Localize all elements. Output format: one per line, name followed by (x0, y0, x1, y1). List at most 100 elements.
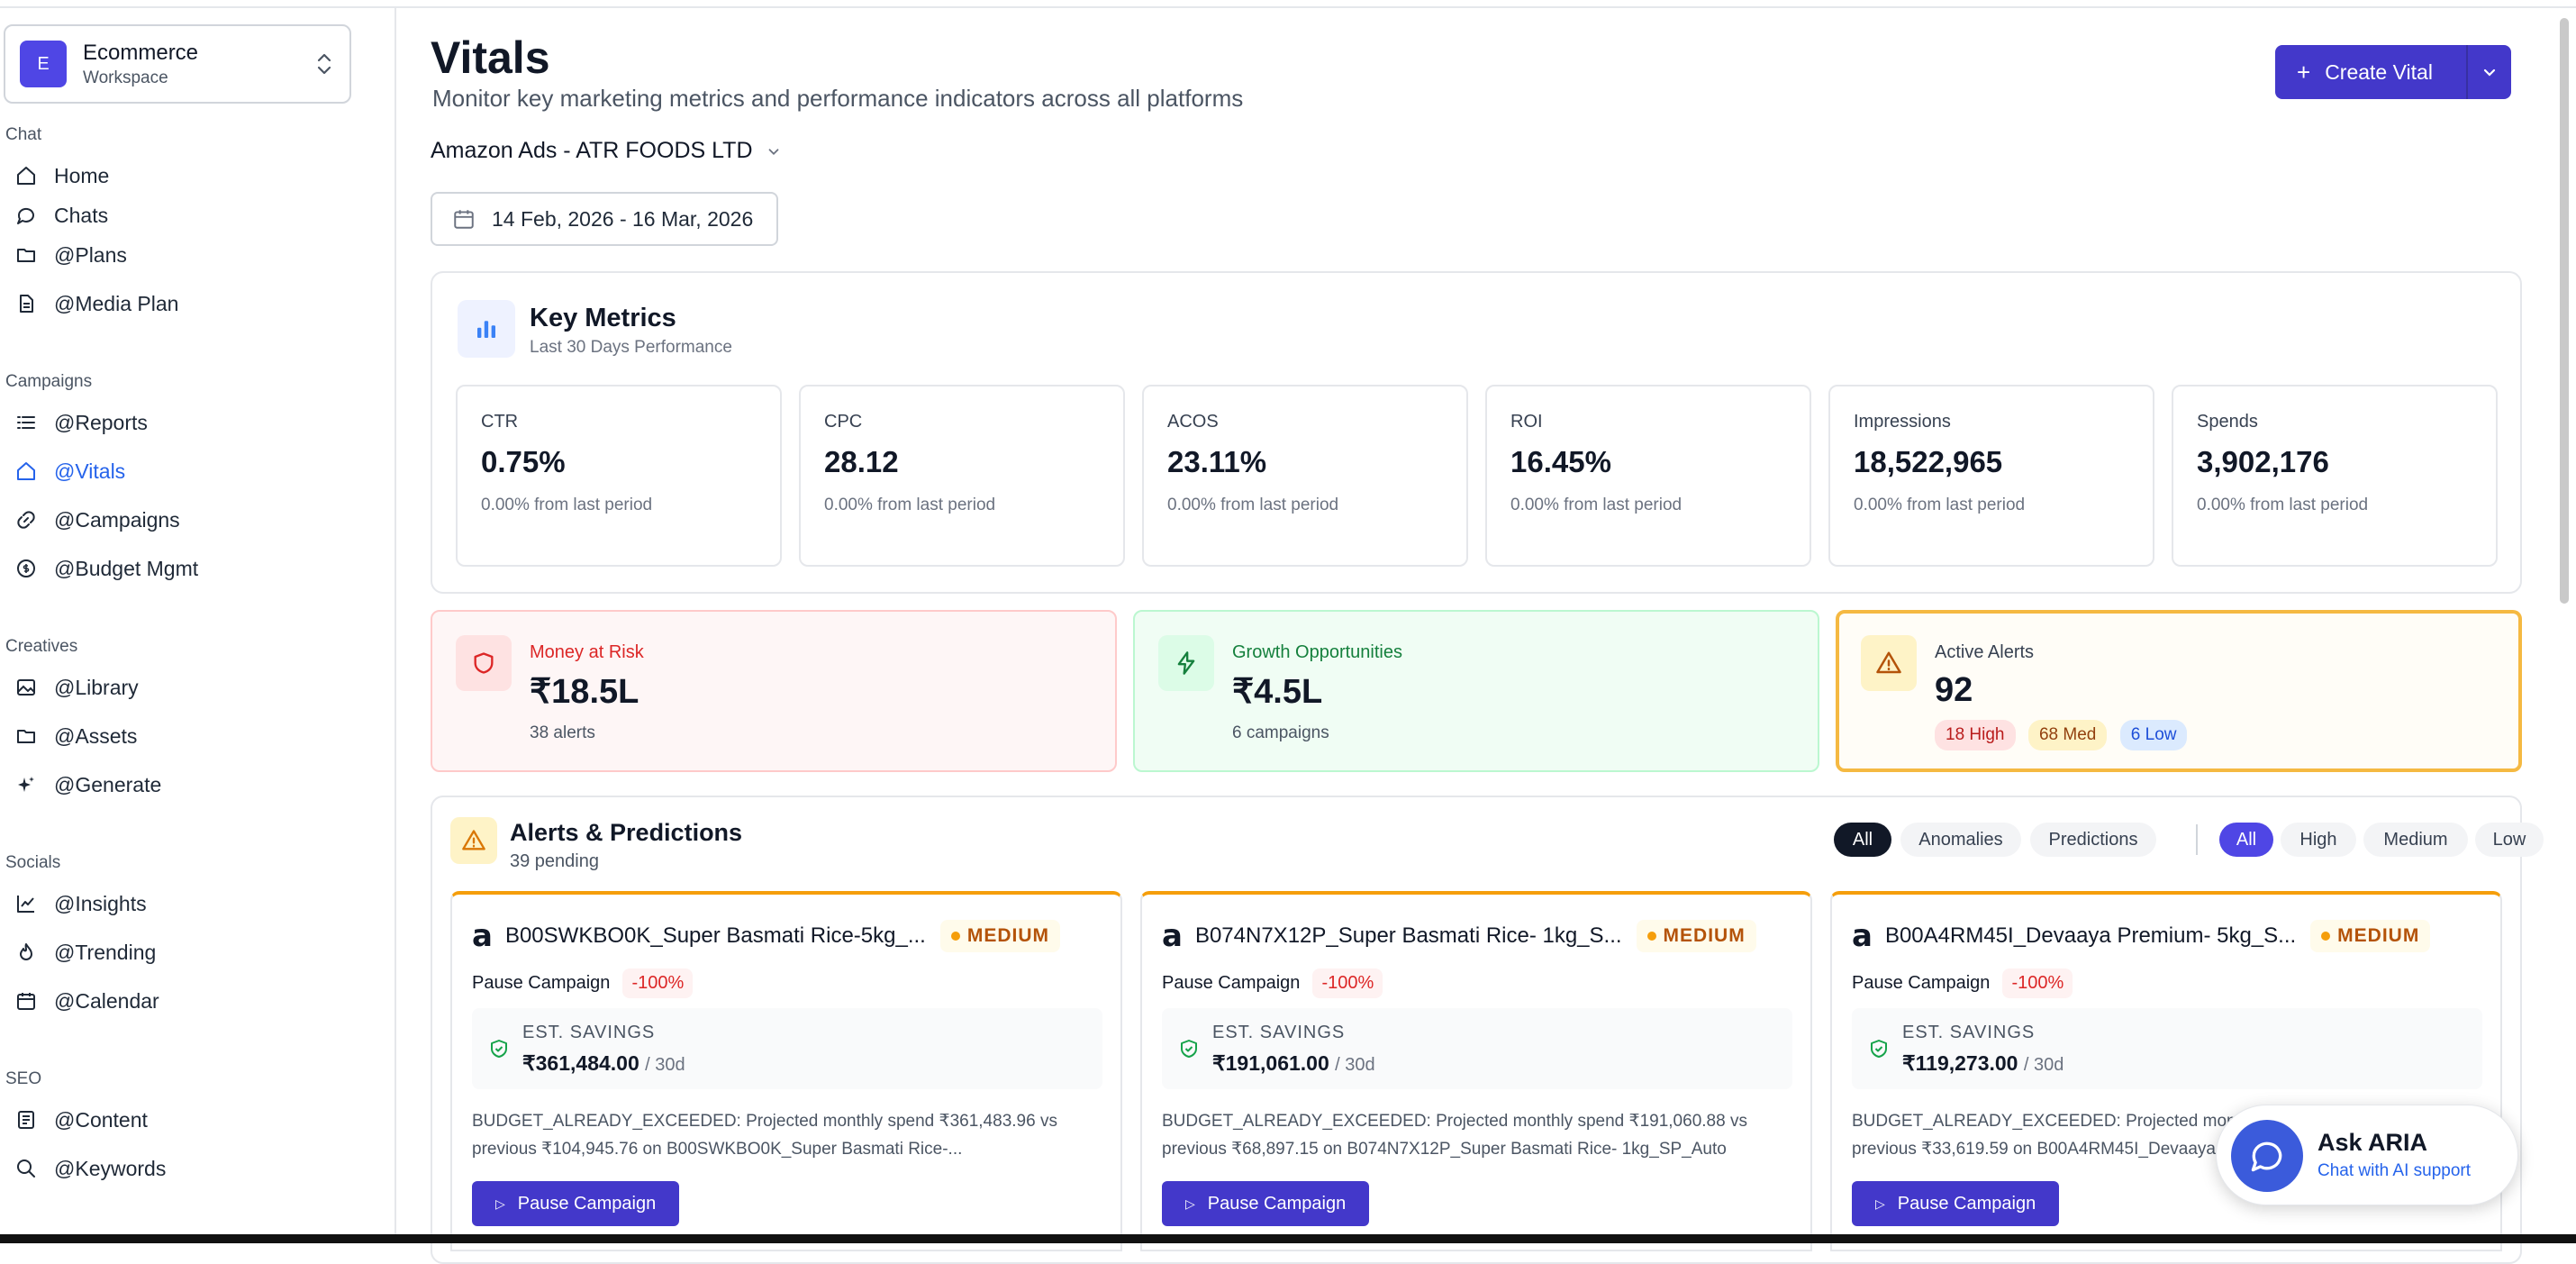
page-title: Vitals (431, 32, 550, 83)
sidebar-item-label: @Insights (54, 891, 147, 915)
filter-medium[interactable]: Medium (2363, 823, 2468, 857)
bottom-edge (0, 1234, 2576, 1243)
sidebar-item-vitals[interactable]: @Vitals (14, 453, 125, 489)
sidebar-item-label: @Plans (54, 242, 127, 267)
lightning-icon (1158, 635, 1214, 691)
filter-predictions[interactable]: Predictions (2030, 823, 2156, 857)
chevron-down-icon[interactable] (2481, 63, 2499, 81)
alert-count-pills: 18 High 68 Med 6 Low (1935, 720, 2196, 750)
sidebar-item-label: @Keywords (54, 1156, 167, 1180)
metric-label: ROI (1510, 412, 1543, 432)
sidebar-item-calendar[interactable]: @Calendar (14, 983, 159, 1019)
metric-value: 18,522,965 (1854, 445, 2003, 478)
sidebar: E Ecommerce Workspace Chat Home Chats @P… (0, 8, 396, 1243)
bar-chart-icon (458, 300, 515, 358)
sidebar-item-label: @Vitals (54, 459, 126, 483)
filter-type-all[interactable]: All (1834, 823, 1891, 857)
create-vital-button[interactable]: + Create Vital (2275, 45, 2511, 99)
shield-check-icon (1181, 1040, 1197, 1058)
sidebar-item-budget[interactable]: @Budget Mgmt (14, 550, 198, 587)
savings-amount: ₹119,273.00 (1902, 1051, 2018, 1075)
sidebar-item-insights[interactable]: @Insights (14, 886, 147, 922)
sidebar-item-chats[interactable]: Chats (14, 197, 108, 233)
sidebar-item-label: Chats (54, 203, 109, 227)
scrollbar-thumb[interactable] (2560, 18, 2569, 604)
sidebar-item-home[interactable]: Home (14, 158, 109, 194)
sidebar-item-label: @Library (54, 675, 139, 699)
alert-card[interactable]: a B00A4RM45I_Devaaya Premium- 5kg_S... M… (1830, 891, 2502, 1251)
chat-bubble-icon (2231, 1120, 2303, 1192)
savings-period: / 30d (2023, 1055, 2064, 1075)
change-badge: -100% (622, 968, 694, 998)
filter-anomalies[interactable]: Anomalies (1900, 823, 2021, 857)
sidebar-item-library[interactable]: @Library (14, 669, 139, 705)
sidebar-item-content[interactable]: @Content (14, 1102, 148, 1138)
sidebar-item-assets[interactable]: @Assets (14, 718, 137, 754)
sidebar-item-plans[interactable]: @Plans (14, 237, 127, 273)
severity-badge: MEDIUM (1636, 920, 1756, 952)
coin-icon (14, 557, 38, 580)
warning-icon (450, 817, 497, 864)
sidebar-item-campaigns[interactable]: @Campaigns (14, 502, 180, 538)
metric-card-roi[interactable]: ROI 16.45% 0.00% from last period (1485, 385, 1811, 567)
metric-delta: 0.00% from last period (481, 496, 653, 514)
list-icon (14, 411, 38, 434)
pause-campaign-button[interactable]: ▷ Pause Campaign (472, 1181, 679, 1226)
main-content: Vitals Monitor key marketing metrics and… (398, 8, 2551, 1264)
summary-label: Money at Risk (530, 642, 644, 662)
chevron-down-icon (768, 148, 778, 155)
medium-count-badge: 68 Med (2027, 720, 2108, 750)
growth-opportunities-card[interactable]: Growth Opportunities ₹4.5L 6 campaigns (1133, 610, 1819, 772)
key-metrics-title: Key Metrics (530, 304, 676, 332)
sidebar-item-media-plan[interactable]: @Media Plan (14, 286, 178, 322)
alert-card[interactable]: a B00SWKBO0K_Super Basmati Rice-5kg_... … (450, 891, 1122, 1251)
sidebar-item-keywords[interactable]: @Keywords (14, 1150, 166, 1187)
folder-icon (14, 243, 38, 267)
alert-action: Pause Campaign (1852, 973, 1991, 993)
metric-card-spends[interactable]: Spends 3,902,176 0.00% from last period (2172, 385, 2498, 567)
home-icon (14, 164, 38, 187)
date-range-text: 14 Feb, 2026 - 16 Mar, 2026 (492, 206, 754, 231)
shield-check-icon (491, 1040, 507, 1058)
alert-card[interactable]: a B074N7X12P_Super Basmati Rice- 1kg_S..… (1140, 891, 1812, 1251)
shield-check-icon (1871, 1040, 1887, 1058)
sidebar-item-trending[interactable]: @Trending (14, 934, 156, 970)
sidebar-item-label: @Assets (54, 723, 138, 748)
ask-aria-widget[interactable]: Ask ARIA Chat with AI support (2216, 1105, 2518, 1205)
calendar-icon (454, 210, 474, 229)
metric-card-ctr[interactable]: CTR 0.75% 0.00% from last period (456, 385, 782, 567)
metric-label: Spends (2197, 412, 2258, 432)
workspace-name: Ecommerce (83, 40, 199, 65)
pause-campaign-button[interactable]: ▷ Pause Campaign (1162, 1181, 1369, 1226)
severity-text: MEDIUM (1663, 925, 1746, 946)
sidebar-item-reports[interactable]: @Reports (14, 405, 148, 441)
metric-card-cpc[interactable]: CPC 28.12 0.00% from last period (799, 385, 1125, 567)
page-subtitle: Monitor key marketing metrics and perfor… (432, 85, 1244, 112)
workspace-switcher[interactable]: E Ecommerce Workspace (4, 24, 351, 104)
folder-icon (14, 724, 38, 748)
metric-delta: 0.00% from last period (2197, 496, 2369, 514)
savings-period: / 30d (1335, 1055, 1375, 1075)
date-range-picker[interactable]: 14 Feb, 2026 - 16 Mar, 2026 (431, 192, 778, 246)
metric-card-impressions[interactable]: Impressions 18,522,965 0.00% from last p… (1828, 385, 2154, 567)
filter-low[interactable]: Low (2475, 823, 2544, 857)
active-alerts-card[interactable]: Active Alerts 92 18 High 68 Med 6 Low (1836, 610, 2522, 772)
pause-campaign-button[interactable]: ▷ Pause Campaign (1852, 1181, 2059, 1226)
metric-card-acos[interactable]: ACOS 23.11% 0.00% from last period (1142, 385, 1468, 567)
severity-text: MEDIUM (2337, 925, 2420, 946)
sidebar-item-generate[interactable]: @Generate (14, 767, 161, 803)
metric-label: CPC (824, 412, 863, 432)
severity-text: MEDIUM (966, 925, 1049, 946)
account-selector[interactable]: Amazon Ads - ATR FOODS LTD (431, 138, 782, 164)
filter-high[interactable]: High (2281, 823, 2356, 857)
image-icon (14, 676, 38, 699)
summary-value: 92 (1935, 671, 1973, 709)
severity-badge: MEDIUM (939, 920, 1060, 952)
filter-severity-all[interactable]: All (2219, 823, 2273, 857)
money-at-risk-card[interactable]: Money at Risk ₹18.5L 38 alerts (431, 610, 1117, 772)
summary-value: ₹4.5L (1232, 673, 1323, 711)
metric-value: 3,902,176 (2197, 445, 2329, 478)
flame-icon (14, 941, 38, 964)
sidebar-item-label: @Reports (54, 410, 148, 434)
summary-label: Growth Opportunities (1232, 642, 1402, 662)
